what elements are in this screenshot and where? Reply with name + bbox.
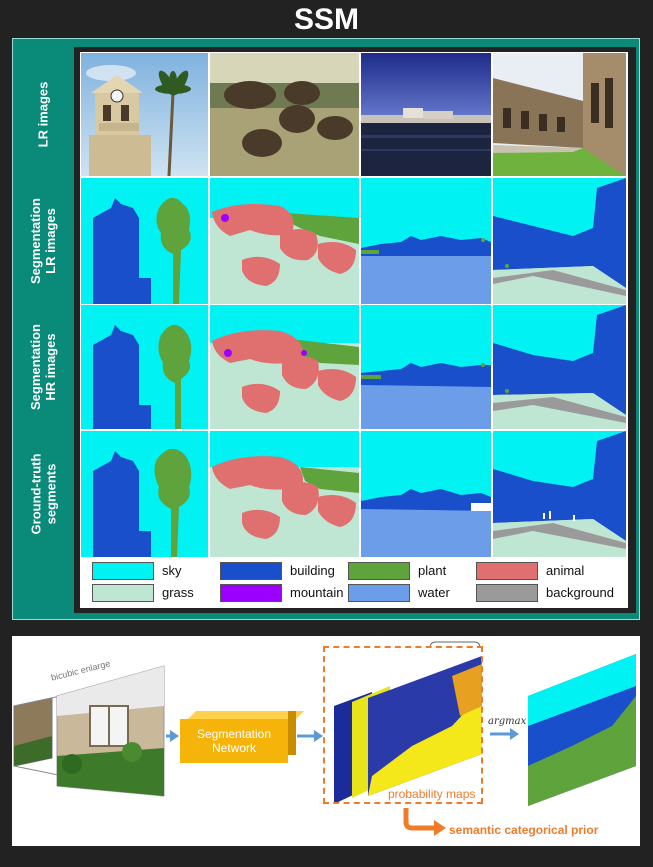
network-box-top [188,711,304,719]
gt-harbor [361,431,491,557]
legend-label-water: water [418,585,450,600]
gt-bison [210,431,359,557]
legend-item-grass: grass [92,584,222,604]
network-label: Segmentation Network [196,727,272,755]
legend: sky building plant animal grass mountain water… [82,560,626,606]
legend-label-building: building [290,563,335,578]
legend-label-animal: animal [546,563,585,578]
legend-item-animal: animal [476,562,606,582]
legend-swatch-sky [92,562,154,580]
row-label-gt: Ground-truth segments [12,431,74,557]
argmax-label: argmax [488,716,527,727]
legend-swatch-animal [476,562,538,580]
row-label-lr: LR images [12,52,74,176]
lr-image-harbor [361,53,491,176]
seg-lr-bison [210,178,359,304]
network-box-side [288,711,296,755]
gt-clocktower [81,431,208,557]
row-label-seg-lr: Segmentation LR images [12,178,74,304]
probability-maps-box [323,646,483,804]
row-label-seg-lr-text: Segmentation LR images [28,198,58,284]
seg-hr-harbor [361,305,491,429]
legend-label-plant: plant [418,563,447,578]
legend-item-mountain: mountain [220,584,350,604]
semantic-prior-label: semantic categorical prior [449,823,599,837]
row-label-seg-hr: Segmentation HR images [12,305,74,429]
legend-label-grass: grass [162,585,194,600]
legend-swatch-background [476,584,538,602]
legend-label-sky: sky [162,563,182,578]
legend-swatch-grass [92,584,154,602]
segmentation-network-box: Segmentation Network [180,719,288,763]
row-label-gt-text: Ground-truth segments [28,453,58,535]
seg-lr-harbor [361,178,491,304]
legend-swatch-mountain [220,584,282,602]
seg-lr-courtyard [493,178,626,304]
legend-label-background: background [546,585,614,600]
legend-item-building: building [220,562,350,582]
legend-item-water: water [348,584,478,604]
gt-courtyard [493,431,626,557]
legend-label-mountain: mountain [290,585,344,600]
legend-item-sky: sky [92,562,222,582]
legend-swatch-water [348,584,410,602]
legend-item-plant: plant [348,562,478,582]
seg-lr-clocktower [81,178,208,304]
legend-swatch-building [220,562,282,580]
seg-hr-clocktower [81,305,208,429]
pipeline-diagram [13,641,636,836]
legend-swatch-plant [348,562,410,580]
page-title: SSM [293,3,359,36]
row-label-lr-text: LR images [35,81,51,147]
lr-image-bison [210,53,359,176]
seg-hr-courtyard [493,305,626,429]
probability-maps-label: probability maps [388,787,476,801]
row-label-seg-hr-text: Segmentation HR images [28,324,58,410]
pipeline-panel: Segmentation Network probability maps se… [12,636,640,846]
lr-image-clocktower [81,53,208,176]
legend-item-background: background [476,584,614,604]
seg-hr-bison [210,305,359,429]
lr-image-courtyard [493,53,626,176]
